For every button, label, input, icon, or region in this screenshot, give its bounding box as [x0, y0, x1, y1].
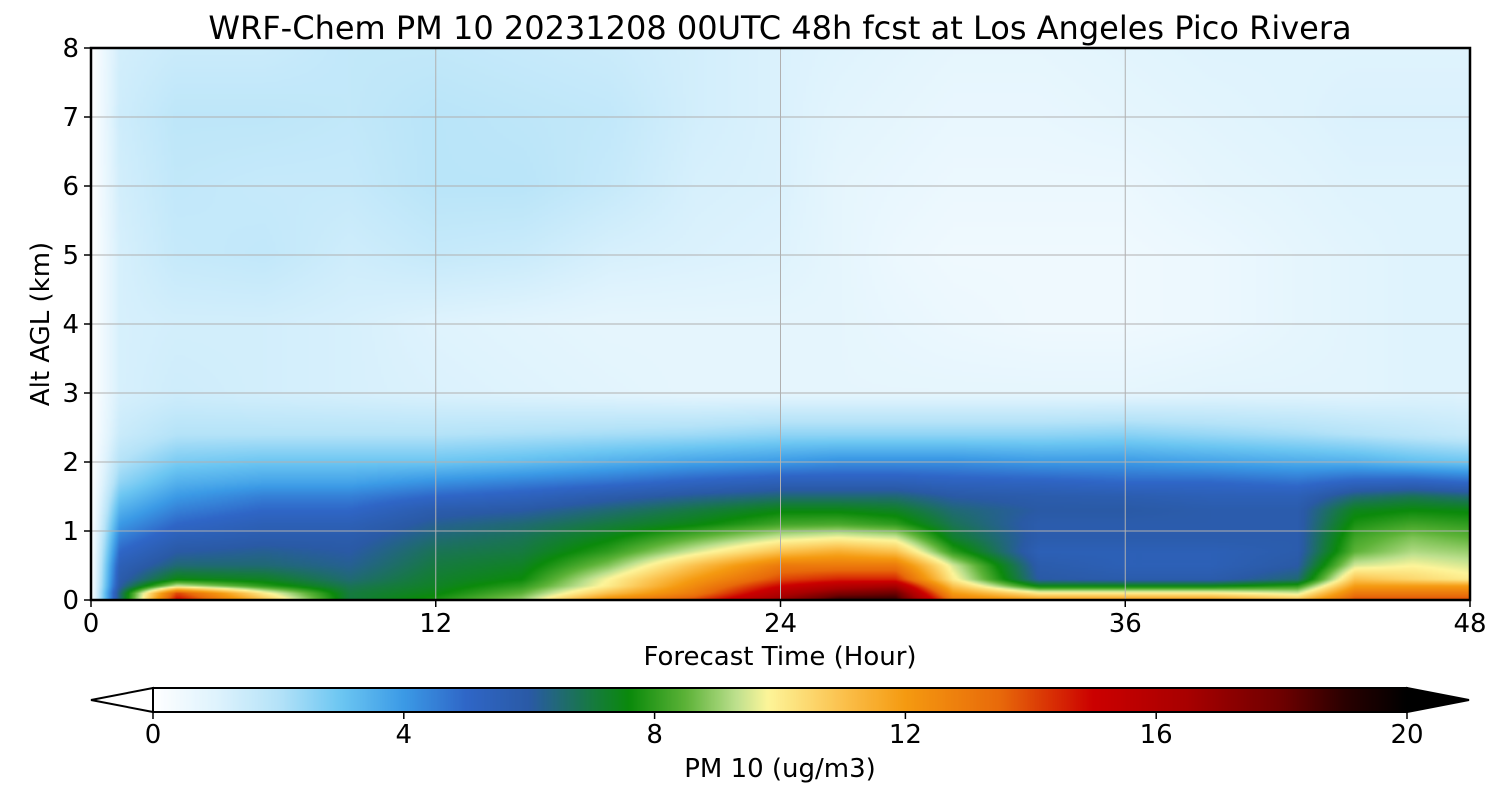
x-tick-label: 0 [83, 609, 100, 639]
colorbar-max-extension [1406, 686, 1470, 714]
y-axis: 0 1 2 3 4 5 6 7 8 [62, 34, 91, 616]
x-tick-label: 48 [1453, 609, 1486, 639]
x-axis-label: Forecast Time (Hour) [643, 642, 916, 672]
y-tick-label: 7 [62, 103, 79, 133]
x-tick-label: 12 [419, 609, 452, 639]
colorbar-gradient [153, 688, 1407, 712]
y-tick-label: 8 [62, 34, 79, 64]
colorbar-tick-label: 4 [396, 720, 413, 750]
colorbar-label: PM 10 (ug/m3) [684, 754, 876, 784]
y-tick-label: 5 [62, 241, 79, 271]
y-axis-label: Alt AGL (km) [26, 242, 56, 406]
y-tick-label: 2 [62, 448, 79, 478]
colorbar-tick-label: 16 [1140, 720, 1173, 750]
y-tick-label: 0 [62, 586, 79, 616]
y-tick-label: 3 [62, 379, 79, 409]
x-tick-label: 24 [764, 609, 797, 639]
x-axis: 0 12 24 36 48 [83, 600, 1487, 639]
colorbar-frame [152, 687, 1408, 713]
colorbar-tick-label: 0 [145, 720, 162, 750]
plot-area [89, 46, 1472, 602]
chart-title: WRF-Chem PM 10 20231208 00UTC 48h fcst a… [208, 9, 1351, 47]
y-tick-label: 1 [62, 517, 79, 547]
colorbar: 0 4 8 12 16 20 PM 10 (ug/m3) [90, 686, 1470, 784]
colorbar-min-extension [90, 686, 154, 714]
y-tick-label: 4 [62, 310, 79, 340]
colorbar-tick-label: 20 [1390, 720, 1423, 750]
colorbar-tick-label: 12 [889, 720, 922, 750]
y-tick-label: 6 [62, 172, 79, 202]
colorbar-ticks: 0 4 8 12 16 20 [145, 712, 1424, 750]
x-tick-label: 36 [1109, 609, 1142, 639]
colorbar-tick-label: 8 [646, 720, 663, 750]
